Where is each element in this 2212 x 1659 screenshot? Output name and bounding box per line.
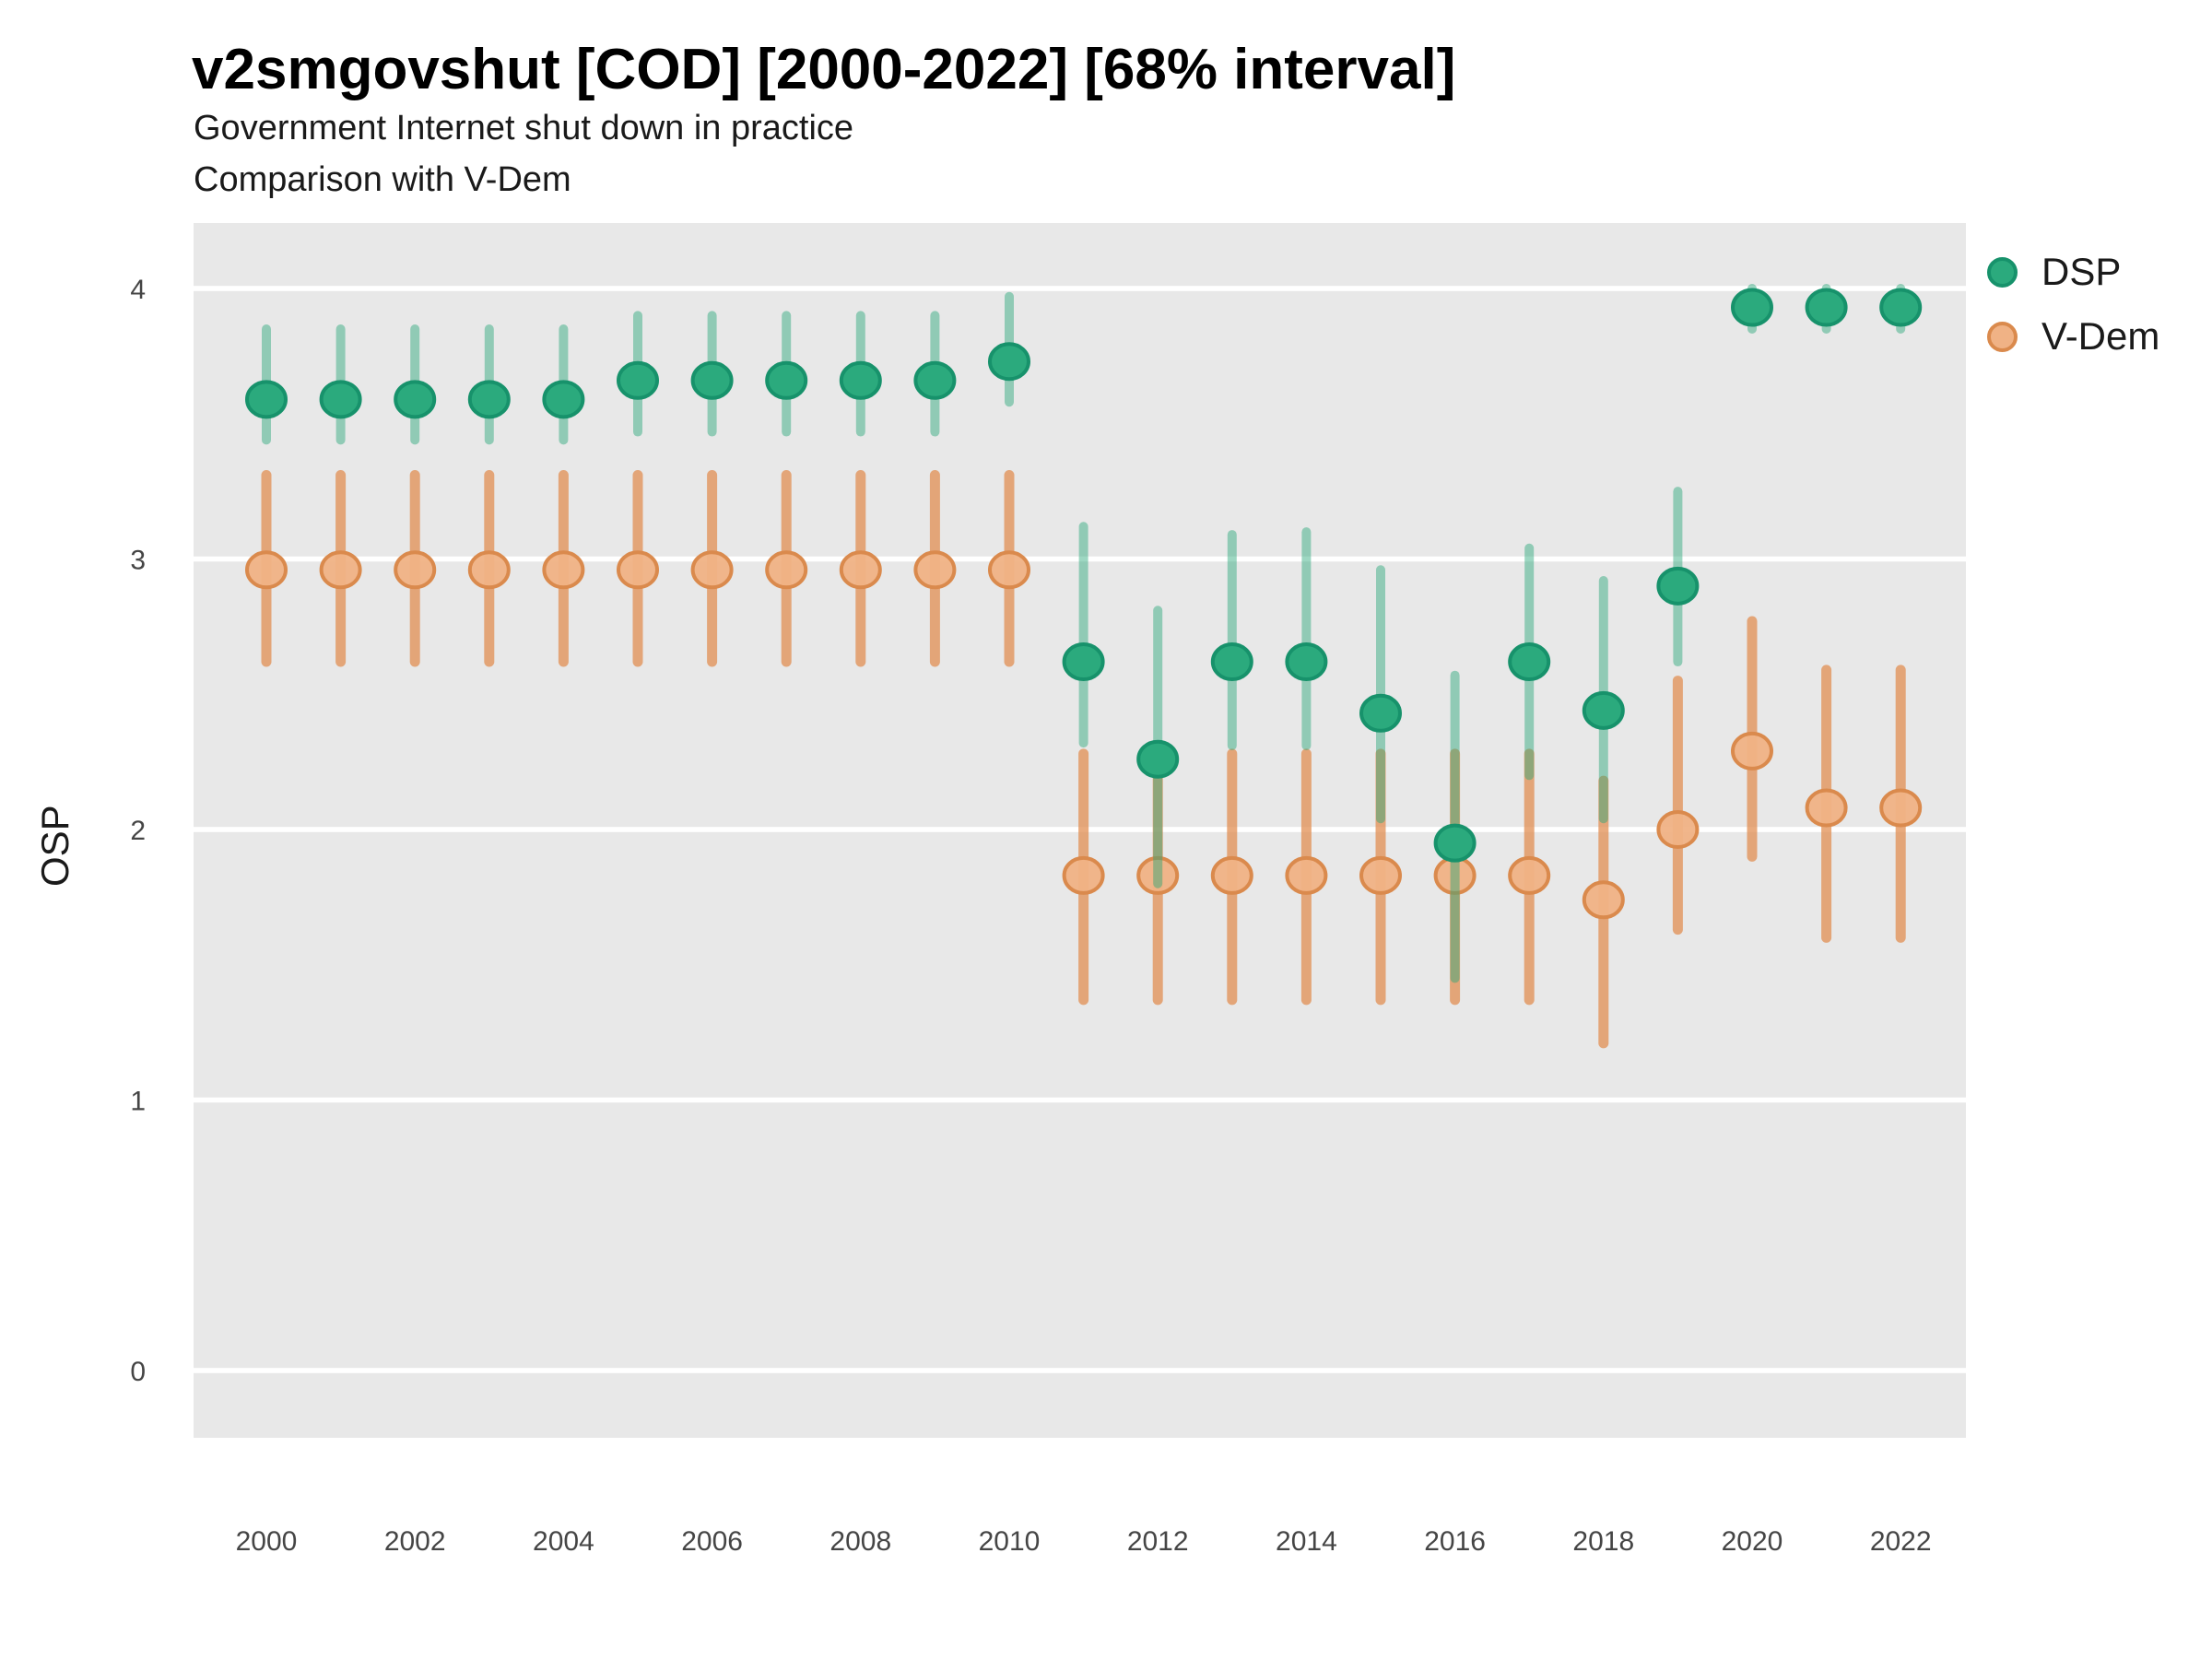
point-dsp-2019 [1656, 566, 1700, 606]
point-vdem-2008 [839, 550, 882, 590]
point-vdem-2001 [319, 550, 362, 590]
point-vdem-2012 [1136, 855, 1180, 895]
x-tick-2006: 2006 [681, 1526, 743, 1557]
point-dsp-2021 [1805, 288, 1848, 327]
point-vdem-2005 [617, 550, 659, 590]
x-tick-2010: 2010 [979, 1526, 1041, 1557]
point-dsp-2010 [988, 342, 1030, 382]
point-dsp-2018 [1582, 690, 1625, 730]
chart-subtitle: Government Internet shut down in practic… [194, 109, 854, 147]
legend-item-vdem: V-Dem [1987, 308, 2159, 365]
y-tick-2: 2 [130, 816, 146, 846]
x-tick-2016: 2016 [1424, 1526, 1486, 1557]
point-dsp-2003 [467, 380, 511, 419]
point-dsp-2005 [617, 360, 659, 400]
point-dsp-2002 [394, 380, 437, 419]
legend-label-vdem: V-Dem [2041, 314, 2160, 358]
point-dsp-2020 [1731, 288, 1773, 327]
point-dsp-2007 [765, 360, 808, 400]
point-vdem-2013 [1210, 855, 1253, 895]
x-tick-2014: 2014 [1276, 1526, 1337, 1557]
y-tick-3: 3 [130, 546, 146, 576]
dsp-point-icon [1987, 256, 2018, 288]
point-dsp-2011 [1062, 642, 1105, 682]
point-dsp-2016 [1433, 823, 1477, 863]
point-dsp-2008 [839, 360, 882, 400]
x-tick-2008: 2008 [830, 1526, 891, 1557]
point-dsp-2006 [690, 360, 734, 400]
x-axis-labels: 2000 2002 2004 2006 2008 2010 2012 2014 2016 2018… [236, 1526, 1932, 1557]
point-vdem-2011 [1062, 855, 1105, 895]
point-dsp-2009 [913, 360, 957, 400]
vdem-point-icon [1987, 321, 2018, 352]
chart-subtitle-comparison: Comparison with V-Dem [194, 160, 571, 199]
point-vdem-2017 [1508, 855, 1551, 895]
x-tick-2004: 2004 [533, 1526, 594, 1557]
x-tick-2002: 2002 [384, 1526, 446, 1557]
x-tick-2020: 2020 [1722, 1526, 1783, 1557]
point-vdem-2003 [467, 550, 511, 590]
chart-title: v2smgovshut [COD] [2000-2022] [68% inter… [192, 38, 1456, 101]
x-tick-2018: 2018 [1572, 1526, 1634, 1557]
point-vdem-2000 [245, 550, 288, 590]
x-tick-2022: 2022 [1870, 1526, 1932, 1557]
series-vdem-points [245, 550, 1923, 920]
point-dsp-2000 [245, 380, 288, 419]
point-dsp-2017 [1508, 642, 1551, 682]
point-vdem-2022 [1879, 788, 1923, 828]
point-vdem-2020 [1731, 731, 1773, 771]
point-dsp-2022 [1879, 288, 1923, 327]
point-dsp-2014 [1285, 642, 1328, 682]
point-dsp-2015 [1359, 693, 1402, 733]
x-tick-2000: 2000 [236, 1526, 298, 1557]
point-vdem-2004 [542, 550, 585, 590]
point-dsp-2012 [1136, 739, 1180, 779]
point-vdem-2018 [1582, 880, 1625, 920]
y-tick-0: 0 [130, 1357, 146, 1387]
point-dsp-2001 [319, 380, 362, 419]
point-vdem-2002 [394, 550, 437, 590]
legend-label-dsp: DSP [2041, 250, 2122, 293]
point-vdem-2009 [913, 550, 957, 590]
y-axis-labels: 0 1 2 3 4 [130, 275, 146, 1387]
x-tick-2012: 2012 [1127, 1526, 1189, 1557]
point-dsp-2004 [542, 380, 585, 419]
y-tick-1: 1 [130, 1087, 146, 1117]
legend: DSP V-Dem [1987, 243, 2159, 365]
legend-item-dsp: DSP [1987, 243, 2159, 300]
point-dsp-2013 [1210, 642, 1253, 682]
y-tick-4: 4 [130, 275, 146, 305]
point-vdem-2019 [1656, 810, 1700, 849]
point-vdem-2010 [988, 550, 1030, 590]
point-vdem-2021 [1805, 788, 1848, 828]
point-vdem-2015 [1359, 855, 1402, 895]
point-vdem-2006 [690, 550, 734, 590]
point-vdem-2007 [765, 550, 808, 590]
point-vdem-2014 [1285, 855, 1328, 895]
series-dsp-points [245, 288, 1923, 863]
